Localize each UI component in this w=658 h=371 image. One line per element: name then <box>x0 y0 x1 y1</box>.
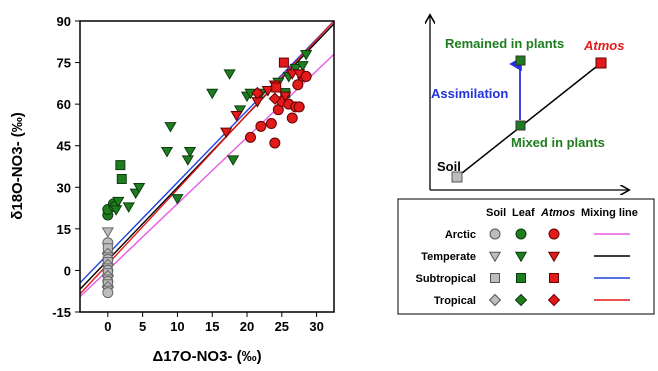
legend-marker-1-2 <box>547 251 561 263</box>
point-leaf-2-6 <box>164 122 177 133</box>
x-axis-label: Δ17O-NO3- (‰) <box>152 348 261 365</box>
inset-mixed-label: Mixed in plants <box>511 135 605 150</box>
mixing-line-2 <box>79 20 335 284</box>
point-atmos-4-12 <box>292 79 304 91</box>
mixing-line-0 <box>79 53 335 298</box>
x-tick-label: 15 <box>205 319 219 334</box>
legend-label-subtropical: Subtropical <box>415 273 476 285</box>
legend-marker-0-0 <box>489 228 501 240</box>
x-tick-label: 30 <box>309 319 323 334</box>
legend-marker-3-1 <box>514 293 528 307</box>
legend-label-tropical: Tropical <box>434 295 476 307</box>
point-leaf-2-2 <box>122 202 135 213</box>
point-atmos-5-7 <box>293 69 306 80</box>
legend-marker-0-1 <box>515 228 527 240</box>
x-tick-label: 10 <box>170 319 184 334</box>
point-leaf-2-13 <box>233 105 247 116</box>
y-tick-label: -15 <box>52 305 71 320</box>
data-points <box>101 50 313 299</box>
x-tick-label: 5 <box>139 319 146 334</box>
point-atmos-4-3 <box>269 137 281 149</box>
point-leaf-3-0 <box>115 160 126 171</box>
y-tick-label: 90 <box>57 14 71 29</box>
point-leaf-2-10 <box>206 88 219 100</box>
inset-mixing-line <box>456 62 602 178</box>
point-soil-0-17 <box>102 287 114 299</box>
point-atmos-4-0 <box>244 131 256 143</box>
point-leaf-2-21 <box>296 61 309 72</box>
point-leaf-2-22 <box>300 50 313 61</box>
point-leaf-2-5 <box>160 147 174 158</box>
legend-marker-3-2 <box>547 293 561 307</box>
point-atmos-4-2 <box>265 118 277 130</box>
plot-frame <box>79 20 335 313</box>
scatter-chart: 0 5 10 15 20 25 30 -15 0 15 30 45 60 75 90 Δ17O-NO3- … <box>9 14 335 365</box>
y-tick-label: 75 <box>57 56 71 71</box>
point-leaf-2-4 <box>133 183 146 194</box>
point-atmos-7-0 <box>251 86 264 100</box>
legend-marker-1-0 <box>488 251 502 263</box>
point-leaf-2-12 <box>226 155 240 166</box>
legend-header-atmos: Atmos <box>540 207 575 219</box>
point-leaf-2-7 <box>171 194 184 205</box>
legend-marker-2-1 <box>516 273 526 283</box>
y-tick-label: 45 <box>57 139 71 154</box>
x-tick-label: 25 <box>275 319 289 334</box>
legend-marker-2-0 <box>490 273 500 283</box>
point-atmos-6-1 <box>271 82 282 93</box>
legend-header-mixing: Mixing line <box>581 207 638 219</box>
point-atmos-5-1 <box>230 110 243 122</box>
legend-label-arctic: Arctic <box>445 229 476 241</box>
atmos-marker <box>595 57 607 69</box>
inset-assimilation-label: Assimilation <box>431 86 508 101</box>
y-axis: -15 0 15 30 45 60 75 90 <box>52 14 80 320</box>
soil-marker <box>451 171 463 183</box>
point-atmos-4-9 <box>293 101 305 113</box>
x-tick-label: 20 <box>240 319 254 334</box>
legend-marker-2-2 <box>549 273 559 283</box>
point-atmos-4-1 <box>255 120 267 132</box>
point-leaf-3-1 <box>116 173 127 184</box>
legend-marker-0-2 <box>548 228 560 240</box>
point-atmos-5-5 <box>279 91 292 103</box>
y-tick-label: 60 <box>57 97 71 112</box>
x-axis: 0 5 10 15 20 25 30 <box>104 312 324 334</box>
point-atmos-6-0 <box>278 57 289 68</box>
inset-atmos-label: Atmos <box>583 38 624 53</box>
mixed-marker <box>515 120 526 131</box>
point-leaf-2-1 <box>112 196 125 208</box>
y-tick-label: 0 <box>64 263 71 278</box>
y-tick-label: 15 <box>57 222 71 237</box>
y-axis-label: δ18O-NO3- (‰) <box>9 112 26 219</box>
point-atmos-7-1 <box>268 92 282 105</box>
point-leaf-2-20 <box>289 63 302 75</box>
legend-header-soil: Soil <box>486 207 506 219</box>
point-atmos-5-0 <box>220 127 233 139</box>
y-tick-label: 30 <box>57 180 71 195</box>
legend-box <box>397 198 655 315</box>
point-leaf-2-0 <box>110 205 123 216</box>
mixing-lines <box>79 20 335 298</box>
point-soil-0-0 <box>101 227 114 238</box>
inset-soil-label: Soil <box>437 159 461 174</box>
legend-label-temperate: Temperate <box>421 251 476 263</box>
x-tick-label: 0 <box>104 319 111 334</box>
point-atmos-4-7 <box>286 112 298 124</box>
point-leaf-2-11 <box>223 69 236 80</box>
inset-remained-label: Remained in plants <box>445 36 564 51</box>
legend-header-leaf: Leaf <box>512 207 535 219</box>
point-leaf-2-9 <box>183 147 197 158</box>
mixing-line-3 <box>79 20 335 295</box>
remained-marker <box>515 55 526 66</box>
legend-marker-3-0 <box>488 293 502 307</box>
legend-rows: Arctic Temperate Subtropical Tropical <box>415 228 630 307</box>
legend-marker-1-1 <box>514 251 528 263</box>
point-atmos-5-3 <box>261 86 275 97</box>
point-leaf-2-8 <box>181 155 194 166</box>
